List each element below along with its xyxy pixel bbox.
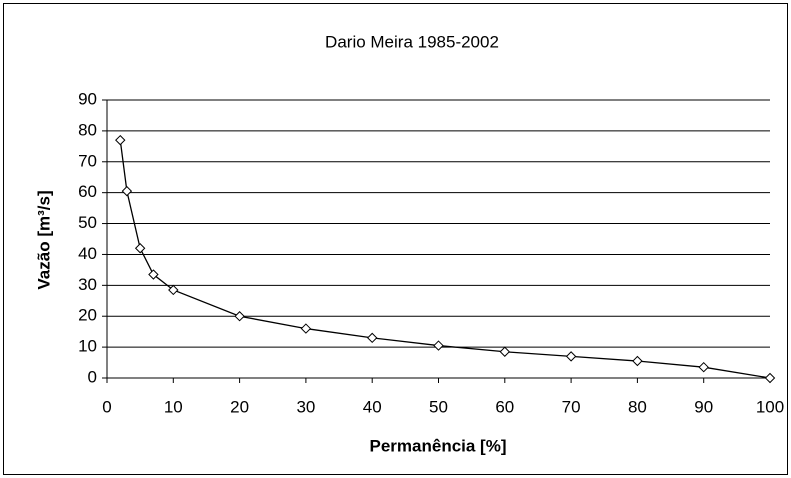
marker bbox=[764, 372, 776, 384]
marker bbox=[300, 323, 312, 334]
y-tick-label: 40 bbox=[78, 244, 97, 263]
x-tick-label: 80 bbox=[628, 397, 647, 416]
y-tick-label: 10 bbox=[78, 337, 97, 356]
y-tick-label: 60 bbox=[78, 182, 97, 201]
series-line bbox=[119, 140, 771, 379]
x-tick-label: 10 bbox=[164, 397, 183, 416]
y-tick-label: 0 bbox=[88, 367, 97, 386]
y-tick-label: 90 bbox=[78, 89, 97, 108]
marker bbox=[565, 351, 577, 362]
x-tick-label: 40 bbox=[363, 397, 382, 416]
marker bbox=[234, 311, 245, 322]
marker bbox=[168, 284, 179, 296]
marker bbox=[121, 185, 133, 197]
x-tick-label: 50 bbox=[429, 397, 448, 416]
y-tick-label: 80 bbox=[78, 120, 97, 139]
chart-border bbox=[3, 3, 788, 475]
marker bbox=[433, 340, 444, 351]
marker bbox=[632, 355, 643, 367]
marker bbox=[499, 346, 511, 357]
y-axis-label: Vazão [m³/s] bbox=[34, 190, 53, 289]
chart-title: Dario Meira 1985-2002 bbox=[325, 32, 499, 51]
marker bbox=[366, 332, 378, 344]
marker bbox=[148, 269, 159, 280]
y-tick-label: 20 bbox=[78, 306, 97, 325]
x-tick-label: 30 bbox=[296, 397, 315, 416]
x-tick-label: 70 bbox=[562, 397, 581, 416]
x-tick-label: 100 bbox=[756, 397, 784, 416]
marker bbox=[134, 243, 146, 254]
y-tick-label: 30 bbox=[78, 275, 97, 294]
x-tick-label: 60 bbox=[495, 397, 514, 416]
x-tick-label: 20 bbox=[230, 397, 249, 416]
x-axis-label: Permanência [%] bbox=[370, 436, 507, 455]
marker bbox=[698, 361, 709, 373]
x-tick-label: 90 bbox=[694, 397, 713, 416]
marker bbox=[115, 134, 126, 146]
y-tick-label: 50 bbox=[78, 213, 97, 232]
x-tick-label: 0 bbox=[102, 397, 111, 416]
y-tick-label: 70 bbox=[78, 151, 97, 170]
